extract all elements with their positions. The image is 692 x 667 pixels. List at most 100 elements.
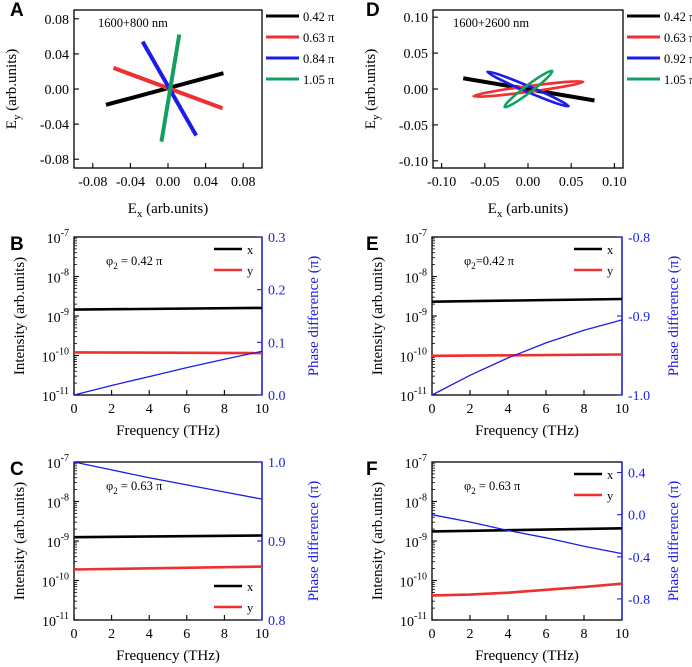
y2-tick-label: 1.0 xyxy=(268,456,286,471)
y-tick-label: 10-9 xyxy=(405,307,427,326)
x-tick-label: -0.04 xyxy=(116,175,145,190)
x-tick-label: 8 xyxy=(221,627,228,642)
legend-label: 0.42 π xyxy=(303,10,335,24)
x-tick-label: 2 xyxy=(467,627,474,642)
series-phase xyxy=(73,350,263,396)
y-tick-label: 10-10 xyxy=(400,572,427,591)
x-tick-label: 0.10 xyxy=(602,175,627,190)
y-axis-label: Ey (arb.units) xyxy=(4,49,23,129)
series-x xyxy=(73,534,263,539)
x-axis-label: Ex (arb.units) xyxy=(488,201,568,220)
series-1.05-pi xyxy=(503,69,554,109)
panel-letter: E xyxy=(366,234,379,255)
legend-label: x xyxy=(247,243,254,257)
x-tick-label: -0.05 xyxy=(470,175,499,190)
x-tick-label: 0.08 xyxy=(231,175,256,190)
plot-frame xyxy=(431,461,623,621)
plot-frame xyxy=(73,461,263,621)
y-tick-label: 10-9 xyxy=(47,532,69,551)
x-tick-label: 6 xyxy=(183,402,190,417)
legend-label: x xyxy=(247,580,254,594)
y2-axis-label: Phase difference (π) xyxy=(306,481,322,602)
y-tick-label: 10-9 xyxy=(405,532,427,551)
y-tick-label: -0.04 xyxy=(40,118,69,133)
x-tick-label: 6 xyxy=(183,627,190,642)
legend-label: 0.84 π xyxy=(303,52,335,66)
plot-frame xyxy=(431,236,623,396)
legend-label: y xyxy=(607,489,614,503)
y2-tick-label: -0.8 xyxy=(628,231,650,246)
x-tick-label: 4 xyxy=(146,402,153,417)
panel-B: B 0 2 4 6 8 10 10-11 10-10 10-9 10-8 10-7 0.0 0.1 0.2 0… xyxy=(10,228,322,439)
x-tick-label: 10 xyxy=(255,627,269,642)
annotation: 1600+2600 nm xyxy=(453,16,529,30)
x-axis-label: Ex (arb.units) xyxy=(128,201,208,220)
legend-label: 1.05 π xyxy=(664,73,692,87)
y-tick-label: 10-7 xyxy=(47,453,69,472)
y2-tick-label: 0.8 xyxy=(268,614,286,629)
x-tick-label: 6 xyxy=(543,627,550,642)
x-tick-label: 0 xyxy=(429,627,436,642)
legend-label: 0.92 π xyxy=(664,52,692,66)
x-axis-label: Frequency (THz) xyxy=(116,423,220,439)
y2-tick-label: -1.0 xyxy=(628,389,650,404)
x-tick-label: 10 xyxy=(615,627,629,642)
annotation: φ2 = 0.63 π xyxy=(464,479,521,496)
y-tick-label: -0.05 xyxy=(399,119,428,134)
y-tick-label: 10-8 xyxy=(47,493,69,512)
y2-axis-label: Phase difference (π) xyxy=(306,256,322,377)
x-axis-label: Frequency (THz) xyxy=(475,423,579,439)
x-tick-label: 2 xyxy=(108,402,115,417)
panel-letter: D xyxy=(366,0,380,21)
y2-tick-label: 0.9 xyxy=(268,535,286,550)
annotation: φ2 = 0.63 π xyxy=(106,479,163,496)
y-axis-label: Intensity (arb.units) xyxy=(12,482,28,600)
x-tick-label: 0.00 xyxy=(516,175,541,190)
y-tick-label: 0.05 xyxy=(404,47,429,62)
y-tick-label: 10-11 xyxy=(400,611,427,630)
panel-D: D -0.10 -0.05 0.00 0.05 0.10 -0.10 -0.05 0.00 0.0… xyxy=(363,0,692,220)
series-x xyxy=(431,527,623,533)
y2-tick-label: 0.3 xyxy=(268,231,286,246)
legend-label: 0.42 π xyxy=(664,10,692,24)
y2-tick-label: -0.9 xyxy=(628,310,650,325)
series-phase xyxy=(431,319,623,396)
y-tick-label: 10-7 xyxy=(405,453,427,472)
series-x xyxy=(431,297,623,303)
x-tick-label: -0.10 xyxy=(427,175,456,190)
legend-label: y xyxy=(247,264,254,278)
x-tick-label: 4 xyxy=(505,402,512,417)
y2-tick-label: 0.1 xyxy=(268,336,286,351)
plot-frame xyxy=(73,236,263,396)
series-y xyxy=(73,351,263,355)
series-0.92-pi xyxy=(486,70,570,108)
y-tick-label: 0.00 xyxy=(45,83,70,98)
y2-tick-label: 0.0 xyxy=(268,389,286,404)
annotation: φ2 = 0.42 π xyxy=(106,254,163,271)
y2-tick-label: -0.8 xyxy=(628,593,650,608)
y-tick-label: 10-11 xyxy=(42,386,69,405)
y-tick-label: 0.10 xyxy=(404,11,429,26)
panel-letter: B xyxy=(10,234,24,255)
panel-letter: F xyxy=(366,459,378,480)
x-tick-label: 0.04 xyxy=(193,175,218,190)
y-tick-label: 10-8 xyxy=(405,268,427,287)
y-tick-label: 10-8 xyxy=(405,493,427,512)
y-tick-label: 0.00 xyxy=(404,83,429,98)
y-tick-label: -0.08 xyxy=(40,153,69,168)
x-tick-label: 0 xyxy=(71,402,78,417)
y-axis-label: Intensity (arb.units) xyxy=(12,257,28,375)
x-axis-label: Frequency (THz) xyxy=(475,648,579,664)
legend-label: y xyxy=(247,601,254,615)
legend-label: 0.63 π xyxy=(664,31,692,45)
y-tick-label: -0.10 xyxy=(399,155,428,170)
y2-tick-label: -0.4 xyxy=(628,551,650,566)
x-tick-label: 4 xyxy=(146,627,153,642)
x-tick-label: 6 xyxy=(543,402,550,417)
panel-letter: A xyxy=(10,0,24,21)
x-tick-label: 8 xyxy=(581,402,588,417)
y-tick-label: 10-10 xyxy=(42,347,69,366)
series-y xyxy=(431,353,623,358)
series-y xyxy=(431,582,623,597)
